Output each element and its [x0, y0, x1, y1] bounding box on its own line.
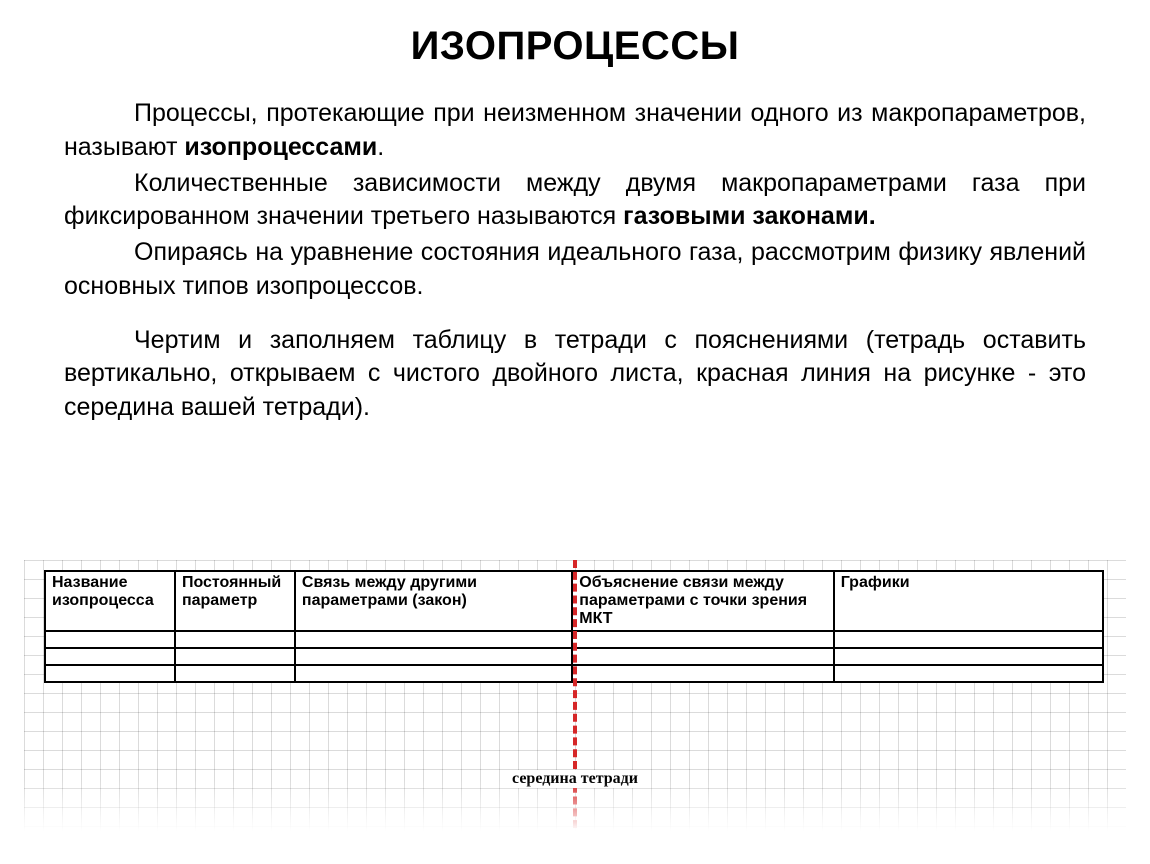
table-col-3: Объяснение связи между параметрами с точ… — [572, 571, 833, 631]
page-title: ИЗОПРОЦЕССЫ — [64, 24, 1086, 69]
table-col-2: Связь между другими параметрами (закон) — [295, 571, 572, 631]
page: ИЗОПРОЦЕССЫ Процессы, протекающие при не… — [0, 0, 1150, 864]
paragraph-spacer — [64, 306, 1086, 324]
paragraph-3: Опираясь на уравнение состояния идеально… — [64, 236, 1086, 304]
table-col-4: Графики — [834, 571, 1103, 631]
paragraph-1-text-c: . — [377, 133, 384, 161]
paragraph-4: Чертим и заполняем таблицу в тетради с п… — [64, 324, 1086, 425]
paragraph-2-bold: газовыми законами. — [623, 202, 876, 230]
notebook-grid-fade — [24, 780, 1126, 840]
paragraph-1-bold: изопроцессами — [184, 133, 377, 161]
paragraph-2-text-a: Количественные зависимости между двумя м… — [64, 169, 1086, 231]
table-col-1: Постоянный параметр — [175, 571, 295, 631]
paragraph-1: Процессы, протекающие при неизменном зна… — [64, 97, 1086, 165]
paragraph-2: Количественные зависимости между двумя м… — [64, 167, 1086, 235]
table-col-0: Название изопроцесса — [45, 571, 175, 631]
notebook-grid-area: Название изопроцесса Постоянный параметр… — [24, 560, 1126, 840]
